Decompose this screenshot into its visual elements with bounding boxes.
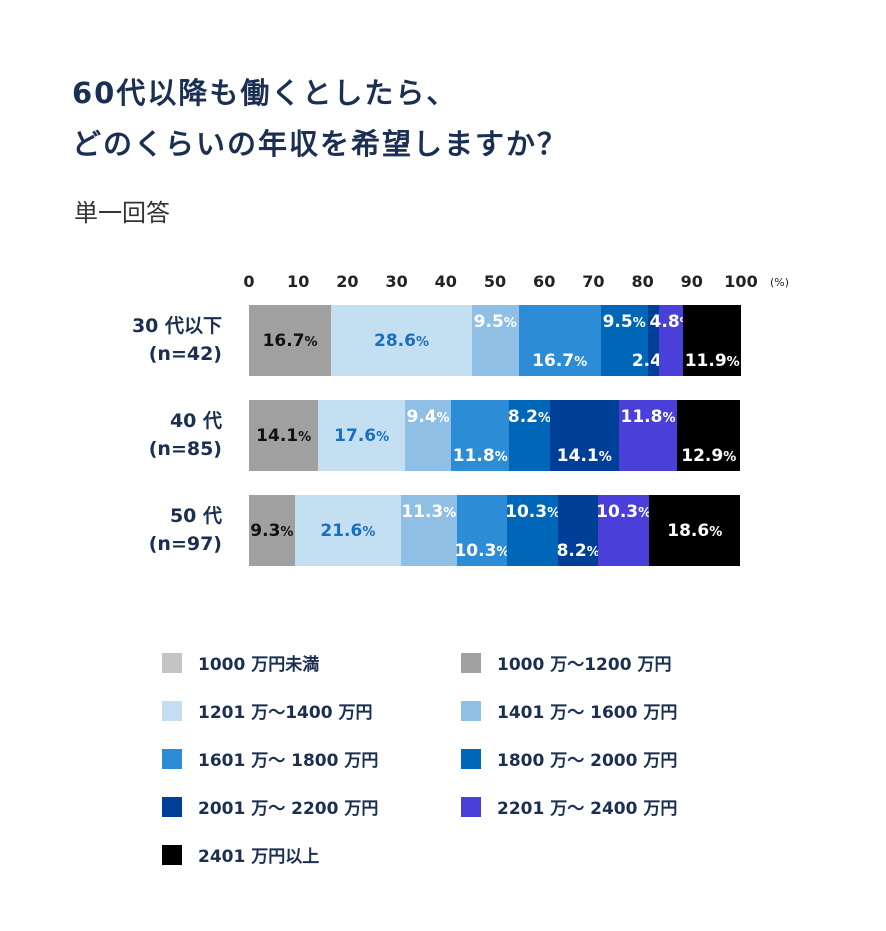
bar-segment (647, 305, 660, 376)
category-name: 50 代 (169, 505, 222, 527)
legend-item: 1800 万〜 2000 万円 (461, 746, 677, 771)
data-label: 9.4% (406, 407, 450, 427)
data-label: 14.1% (256, 425, 312, 446)
legend-item: 1000 万〜1200 万円 (461, 650, 671, 675)
bar-segment (471, 305, 519, 376)
category-sample-size: (n=85) (148, 438, 222, 460)
x-tick-label: 70 (582, 272, 605, 291)
data-label: 17.6% (334, 425, 390, 446)
bar-segment (401, 495, 457, 566)
data-label: 18.6% (667, 520, 723, 541)
data-label: 10.3% (454, 541, 510, 561)
data-label: 9.5% (473, 312, 517, 332)
bar-segment (682, 305, 742, 376)
bar-segment (648, 495, 741, 566)
legend-label: 2201 万〜 2400 万円 (497, 799, 678, 819)
category-name: 30 代以下 (131, 315, 222, 337)
bar-segment (677, 400, 741, 471)
category-name: 40 代 (169, 410, 222, 432)
category-label: 50 代 (n=97) (149, 502, 222, 558)
x-tick-label: 20 (336, 272, 359, 291)
bar-segment (659, 305, 683, 376)
bar-segment (557, 495, 599, 566)
category-sample-size: (n=97) (148, 533, 222, 555)
legend-label: 1401 万〜 1600 万円 (497, 703, 678, 723)
bar-segment (294, 495, 402, 566)
legend-swatch (162, 652, 182, 673)
data-label: 10.3% (505, 502, 561, 522)
legend-item: 1401 万〜 1600 万円 (461, 698, 677, 723)
legend-label: 1201 万〜1400 万円 (198, 703, 373, 723)
data-label: 11.9% (684, 351, 740, 371)
legend-label: 1601 万〜 1800 万円 (198, 751, 379, 771)
legend-swatch (461, 652, 481, 673)
x-tick-label: 90 (680, 272, 703, 291)
data-label: 11.8% (620, 407, 676, 427)
data-label: 12.9% (681, 446, 737, 466)
legend-swatch (461, 700, 481, 721)
legend-swatch (162, 748, 182, 769)
x-tick-label: 60 (533, 272, 556, 291)
legend-item: 1201 万〜1400 万円 (162, 698, 372, 723)
bar-segment (518, 305, 601, 376)
legend-label: 2001 万〜 2200 万円 (198, 799, 379, 819)
legend-swatch (461, 748, 481, 769)
category-label: 30 代以下 (n=42) (132, 312, 222, 368)
legend-swatch (162, 844, 182, 865)
legend-swatch (162, 700, 182, 721)
legend-label: 1000 万〜1200 万円 (497, 655, 672, 675)
bar-segment (618, 400, 678, 471)
legend-swatch (162, 796, 182, 817)
data-label: 10.3% (596, 502, 652, 522)
legend-label: 2401 万円以上 (198, 847, 320, 867)
bar-segment (451, 400, 510, 471)
data-label: 11.8% (452, 446, 508, 466)
data-label: 16.7% (532, 351, 588, 371)
bar-segment (456, 495, 508, 566)
data-label: 28.6% (374, 330, 430, 351)
data-label: 11.3% (401, 502, 457, 522)
x-tick-label: 0 (243, 272, 255, 291)
data-label: 16.7% (262, 330, 318, 351)
x-tick-label: 100 (724, 272, 758, 291)
data-label: 8.2% (507, 407, 552, 427)
bar-segment (509, 400, 550, 471)
chart-title-line-1: 60代以降も働くとしたら、 (72, 76, 458, 110)
legend-item: 2001 万〜 2200 万円 (162, 794, 378, 819)
x-tick-label: 40 (434, 272, 457, 291)
legend-item: 1000 万円未満 (162, 650, 319, 675)
chart-title-line-2: どのくらいの年収を希望しますか？ (72, 127, 569, 161)
bar-segment (249, 400, 319, 471)
legend-item: 2201 万〜 2400 万円 (461, 794, 677, 819)
bar-segment (549, 400, 619, 471)
bar-segment (249, 305, 332, 376)
bar-segment (598, 495, 649, 566)
legend-item: 2401 万円以上 (162, 842, 319, 867)
x-tick-label: 30 (385, 272, 408, 291)
bar-segment (507, 495, 558, 566)
data-label: 8.2% (556, 541, 600, 561)
category-sample-size: (n=42) (148, 343, 222, 365)
bar-segment (600, 305, 648, 376)
data-label: 21.6% (320, 520, 376, 541)
legend-swatch (461, 796, 481, 817)
bar-segment (331, 305, 472, 376)
bar-segment (318, 400, 405, 471)
x-tick-label: 50 (483, 272, 507, 291)
legend-label: 1000 万円未満 (198, 655, 320, 675)
legend-item: 1601 万〜 1800 万円 (162, 746, 378, 771)
data-label: 9.5% (602, 312, 646, 332)
data-label: 9.3% (250, 520, 294, 541)
category-label: 40 代 (n=85) (149, 407, 222, 463)
x-tick-label: 10 (287, 272, 310, 291)
data-label: 14.1% (556, 446, 612, 466)
bar-segment (404, 400, 452, 471)
x-tick-label: 80 (631, 272, 654, 291)
axis-unit: (%) (770, 276, 790, 289)
chart-subtitle: 単一回答 (74, 199, 170, 227)
bar-segment (249, 495, 295, 566)
legend-label: 1800 万〜 2000 万円 (497, 751, 678, 771)
